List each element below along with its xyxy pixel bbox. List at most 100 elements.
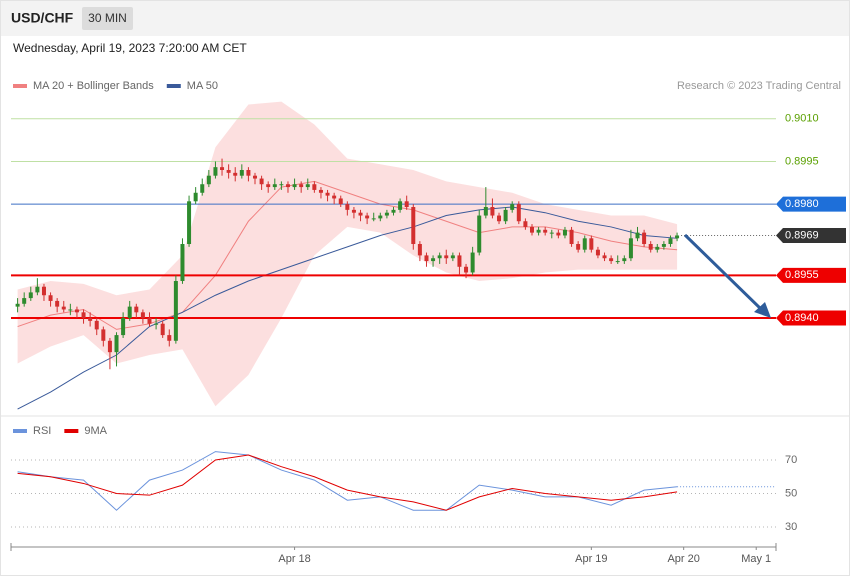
candle-body — [22, 298, 27, 304]
candle-body — [424, 255, 429, 262]
indicator-line — [17, 451, 678, 511]
y-tick-label: 30 — [785, 521, 797, 533]
candle-body — [529, 226, 534, 233]
candle-body — [253, 175, 258, 179]
candle-body — [615, 261, 620, 263]
x-tick-label: Apr 20 — [667, 553, 699, 565]
candle-body — [279, 184, 284, 186]
interval[interactable]: 30 MIN — [88, 11, 127, 25]
x-tick-label: May 1 — [741, 553, 771, 565]
candle-body — [464, 266, 469, 273]
candle-body — [444, 255, 449, 259]
candle-body — [661, 244, 666, 247]
candle-body — [358, 212, 363, 216]
level-label: 0.8980 — [785, 198, 819, 210]
level-tag — [776, 267, 846, 283]
level-tag — [776, 310, 846, 326]
legend-swatch — [166, 84, 181, 88]
candle-body — [332, 195, 337, 199]
candle-body — [94, 320, 99, 330]
candle-body — [41, 286, 46, 296]
candle-body — [285, 184, 290, 188]
level-label: 0.8940 — [785, 312, 819, 324]
candle-body — [140, 312, 145, 319]
timestamp: Wednesday, April 19, 2023 7:20:00 AM CET — [13, 41, 247, 55]
candle-body — [628, 238, 633, 259]
level-label: 0.8995 — [785, 155, 819, 167]
level-tag — [776, 227, 846, 243]
candle-body — [378, 215, 383, 219]
legend-label: 9MA — [84, 425, 107, 437]
indicator-line — [17, 454, 678, 511]
candle-body — [562, 229, 567, 236]
candle-body — [193, 192, 198, 202]
candle-body — [497, 215, 502, 222]
candle-body — [220, 167, 225, 170]
candle-body — [213, 167, 218, 176]
legend-swatch — [64, 429, 79, 433]
candle-body — [536, 229, 541, 233]
level-label: 0.8955 — [785, 269, 819, 281]
candle-body — [318, 189, 323, 193]
candle-body — [675, 235, 680, 239]
candle-body — [351, 209, 356, 213]
arrow-head — [754, 302, 771, 318]
y-tick-label: 50 — [785, 487, 797, 499]
candle-body — [655, 246, 660, 250]
candle-body — [642, 232, 647, 245]
candle-body — [187, 201, 192, 245]
candle-body — [398, 201, 403, 210]
candle-body — [88, 318, 93, 321]
candle-body — [457, 255, 462, 267]
candle-body — [259, 178, 264, 185]
interval-badge[interactable] — [82, 7, 133, 30]
arrow-shaft — [683, 233, 764, 312]
candle-body — [609, 258, 614, 262]
candle-body — [411, 207, 416, 245]
candle-body — [272, 184, 277, 188]
candle-body — [365, 215, 370, 219]
candle-body — [239, 170, 244, 176]
bollinger-band — [17, 101, 678, 407]
candle-body — [338, 198, 343, 205]
candle-body — [226, 170, 231, 173]
candle-body — [299, 184, 304, 188]
candle-body — [292, 184, 297, 188]
candle-body — [101, 329, 106, 341]
legend-label: RSI — [33, 425, 51, 437]
y-tick-label: 70 — [785, 454, 797, 466]
candle-body — [510, 204, 515, 210]
candle-body — [154, 323, 159, 325]
ma-line — [17, 206, 678, 410]
candle-body — [28, 292, 33, 299]
legend-swatch — [13, 84, 27, 88]
candle-body — [576, 244, 581, 250]
level-label: 0.8969 — [785, 229, 819, 241]
level-tag — [776, 196, 846, 212]
candle-body — [582, 238, 587, 250]
candle-body — [483, 207, 488, 216]
candle-body — [668, 238, 673, 245]
legend-swatch — [13, 429, 27, 433]
candle-body — [549, 232, 554, 234]
header-bar — [1, 1, 849, 36]
candle-body — [61, 306, 66, 310]
candle-body — [384, 212, 389, 216]
credit: Research © 2023 Trading Central — [677, 80, 841, 92]
candle-body — [206, 175, 211, 185]
candle-body — [114, 335, 119, 353]
candle-body — [134, 306, 139, 313]
candle-body — [589, 238, 594, 250]
candle-body — [200, 184, 205, 193]
candle-body — [15, 303, 20, 307]
candle-body — [404, 201, 409, 208]
candle-body — [556, 232, 561, 236]
candle-body — [450, 255, 455, 259]
candle-body — [48, 295, 53, 301]
candle-body — [233, 172, 238, 176]
candle-body — [431, 258, 436, 262]
candle-body — [595, 249, 600, 256]
